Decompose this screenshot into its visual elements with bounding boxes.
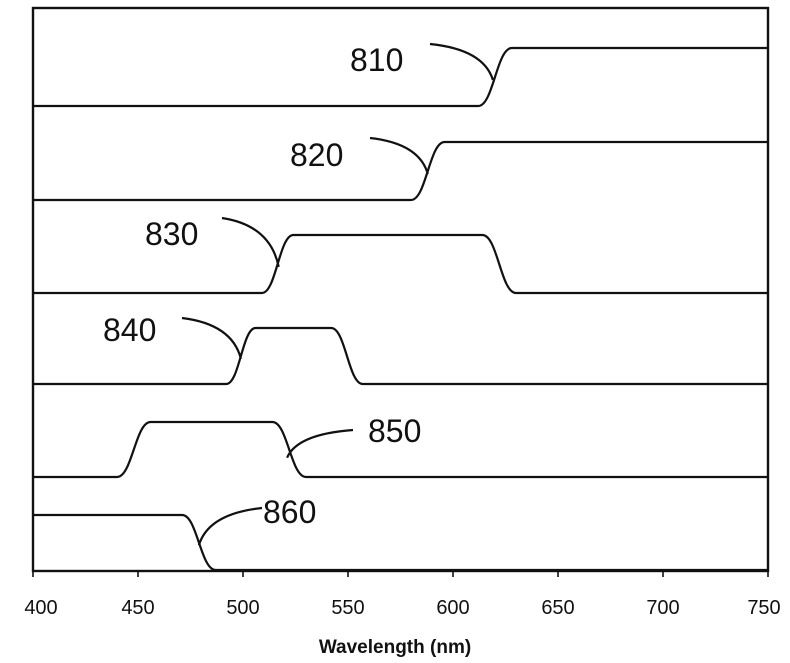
x-tick-label: 500 [226,597,259,619]
leader-840 [181,316,242,360]
ref-label-860: 860 [263,494,316,530]
trace-860 [33,513,768,572]
trace-830 [33,233,768,295]
ref-label-830: 830 [145,216,198,252]
leader-860 [197,506,263,546]
x-tick-label: 450 [121,597,154,619]
x-tick-labels: 400 450 500 550 600 650 700 750 [24,571,781,619]
x-tick-label: 400 [24,597,57,619]
trace-810 [33,46,768,108]
leader-830 [221,216,280,268]
ref-label-820: 820 [290,137,343,173]
leader-820 [369,136,429,175]
trace-840 [33,326,768,386]
annotations: 810 820 830 840 850 860 [103,42,421,530]
x-axis-title: Wavelength (nm) [319,637,471,658]
ref-label-810: 810 [350,42,403,78]
trace-850 [33,420,768,479]
traces [33,46,768,572]
x-tick-label: 750 [747,597,780,619]
ref-label-840: 840 [103,312,156,348]
plot-frame [31,6,770,573]
leader-810 [429,42,494,81]
trace-820 [33,140,768,202]
ref-label-850: 850 [368,413,421,449]
x-tick-label: 700 [646,597,679,619]
x-tick-label: 600 [436,597,469,619]
x-tick-label: 650 [541,597,574,619]
annotation-leaders [181,42,494,546]
x-tick-label: 550 [331,597,364,619]
leader-850 [286,428,354,459]
